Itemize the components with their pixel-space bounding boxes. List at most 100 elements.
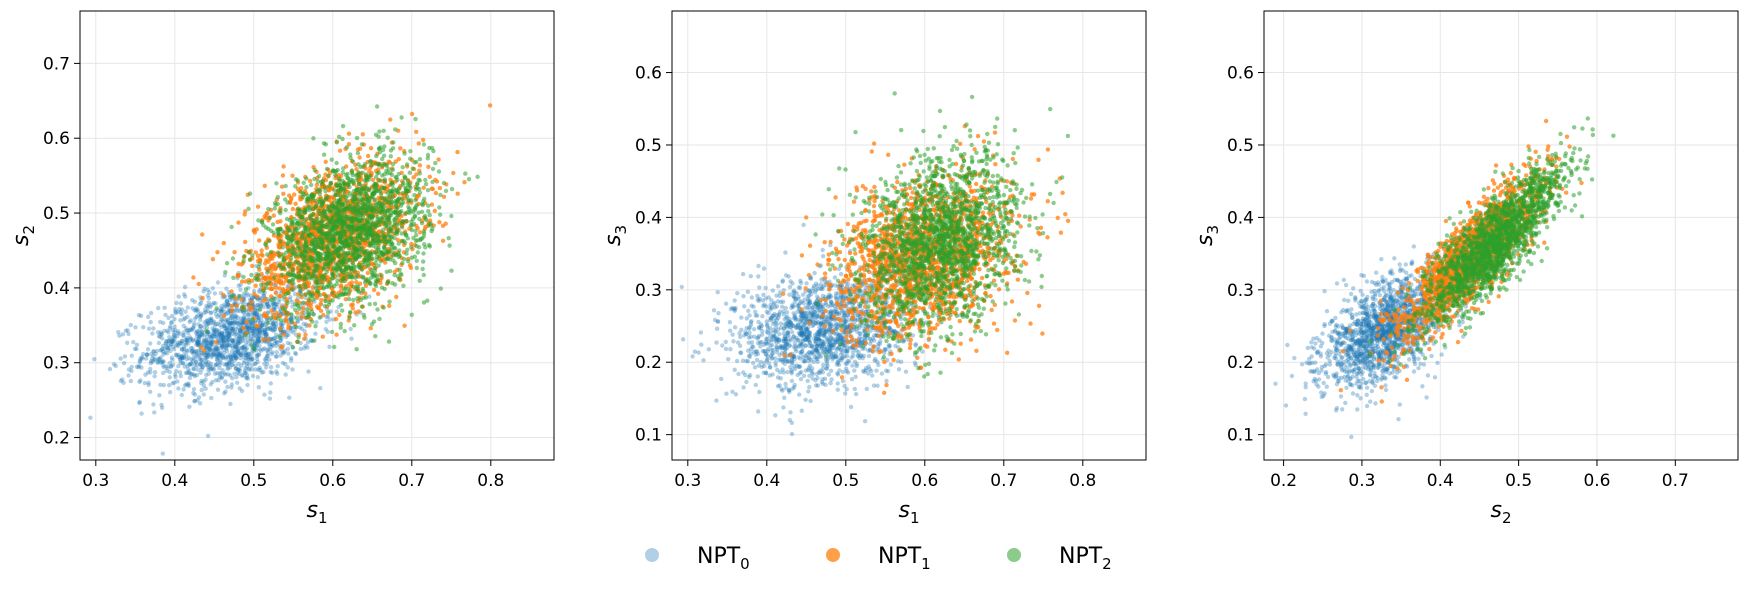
point (231, 275, 236, 280)
point (300, 254, 306, 259)
point (221, 323, 227, 329)
point (185, 363, 190, 368)
point (226, 372, 231, 377)
point (187, 335, 193, 340)
point (396, 241, 401, 246)
point (240, 333, 245, 339)
point (273, 338, 278, 344)
point (270, 327, 275, 332)
point (786, 388, 792, 393)
point (174, 343, 179, 348)
point (291, 232, 296, 237)
point (332, 344, 337, 350)
point (241, 344, 246, 349)
point (242, 347, 247, 352)
point (278, 338, 283, 344)
point (250, 253, 255, 258)
point (161, 363, 166, 368)
point (243, 287, 249, 292)
point (229, 338, 234, 343)
point (404, 162, 410, 167)
point (181, 317, 186, 322)
point (249, 351, 254, 356)
point (214, 344, 219, 349)
point (293, 307, 298, 312)
point (354, 167, 359, 172)
point (234, 344, 239, 350)
point (299, 314, 304, 320)
point (265, 362, 270, 367)
point (437, 205, 442, 210)
point (813, 383, 819, 388)
point (151, 402, 156, 407)
point (290, 330, 296, 335)
point (212, 347, 218, 352)
point (148, 341, 153, 346)
point (381, 214, 386, 220)
point (231, 355, 236, 361)
point (174, 300, 179, 306)
point (277, 293, 282, 299)
point (744, 326, 749, 331)
point (306, 290, 312, 295)
point (273, 343, 279, 348)
point (170, 339, 175, 344)
point (202, 324, 207, 330)
point (314, 262, 319, 267)
point (187, 375, 193, 381)
point (198, 324, 203, 329)
point (175, 379, 180, 384)
point (360, 132, 365, 137)
point (322, 261, 327, 267)
point (263, 242, 268, 247)
point (308, 303, 313, 308)
point (225, 384, 230, 390)
point (312, 338, 317, 343)
point (354, 202, 360, 207)
point (257, 338, 262, 344)
point (208, 367, 213, 372)
point (191, 356, 196, 361)
point (217, 332, 222, 337)
point (278, 353, 283, 358)
point (791, 316, 797, 321)
point (270, 320, 276, 326)
point (351, 251, 356, 257)
point (192, 398, 198, 404)
point (388, 148, 394, 153)
point (237, 294, 242, 299)
point (286, 236, 291, 241)
point (192, 316, 198, 321)
point (381, 128, 386, 133)
point (191, 323, 197, 328)
point (192, 350, 197, 355)
point (209, 310, 214, 315)
point (451, 170, 456, 176)
point (294, 235, 300, 240)
point (334, 209, 339, 214)
point (353, 310, 358, 315)
point (384, 269, 389, 274)
point (129, 353, 134, 358)
point (241, 300, 246, 305)
point (182, 294, 188, 299)
point (266, 320, 271, 326)
point (208, 304, 213, 310)
point (353, 188, 359, 193)
point (221, 339, 227, 345)
point (385, 135, 390, 140)
point (368, 159, 373, 164)
point (324, 294, 329, 299)
point (309, 182, 314, 188)
point (340, 259, 345, 265)
point (321, 152, 327, 157)
point (372, 231, 378, 236)
point (216, 351, 221, 356)
point (168, 320, 174, 326)
point (361, 274, 366, 280)
point (204, 303, 209, 309)
point (367, 187, 372, 193)
point (254, 356, 260, 362)
point (233, 363, 238, 368)
